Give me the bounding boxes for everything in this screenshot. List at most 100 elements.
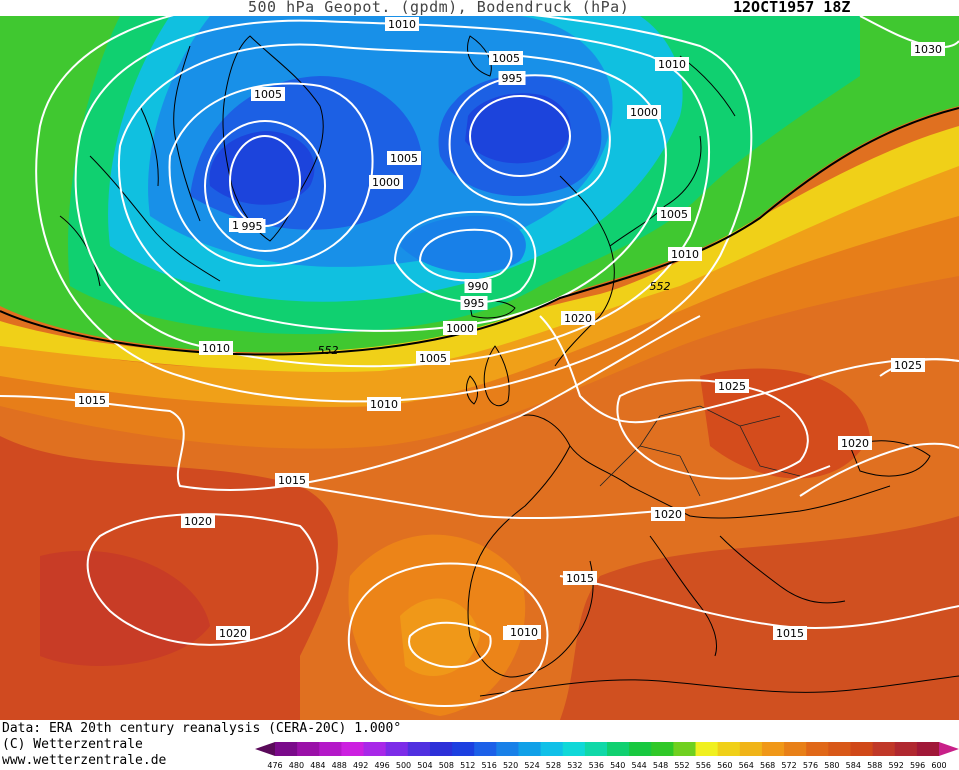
legend-swatch [872, 742, 896, 756]
legend-tick-label: 552 [674, 761, 689, 770]
legend-swatch [319, 742, 342, 756]
legend-tick-label: 500 [396, 761, 411, 770]
svg-text:1005: 1005 [492, 52, 520, 65]
isobar-label: 1020 [181, 514, 215, 528]
legend-tick-label: 520 [503, 761, 518, 770]
svg-text:1010: 1010 [510, 626, 538, 639]
legend-swatch [695, 742, 719, 756]
svg-text:1000: 1000 [372, 176, 400, 189]
isobar-label: 1005 [387, 151, 421, 165]
website: www.wetterzentrale.de [2, 753, 167, 768]
isobar-low-c [419, 228, 513, 282]
copyright: (C) Wetterzentrale [2, 737, 143, 752]
title-bar: 500 hPa Geopot. (gpdm), Bodendruck (hPa)… [0, 0, 959, 16]
svg-text:1005: 1005 [390, 152, 418, 165]
legend-arrow-right [939, 742, 959, 756]
svg-text:1015: 1015 [566, 572, 594, 585]
isobar-990-c [394, 210, 537, 304]
legend-tick-label: 596 [910, 761, 925, 770]
legend-tick-label: 532 [567, 761, 582, 770]
isobar-995-b [448, 74, 611, 206]
isobar-label: 1010 [655, 57, 689, 71]
isobar-label: 1010 [668, 247, 702, 261]
field-580-se [560, 516, 959, 720]
coast-british-isles [466, 345, 510, 406]
map-title: 500 hPa Geopot. (gpdm), Bodendruck (hPa) [248, 0, 630, 16]
legend-swatch [739, 742, 763, 756]
legend-swatch [673, 742, 697, 756]
coast-balkans [719, 535, 846, 604]
contour-552-label: 552 [318, 344, 339, 357]
isobar-1015-iberia [347, 562, 549, 707]
field-560-band [0, 126, 959, 372]
svg-text:1000: 1000 [446, 322, 474, 335]
isobar-label: 1010 [367, 397, 401, 411]
isobar-1000-main [117, 43, 667, 332]
isobar-label: 1000 [369, 175, 403, 189]
isobar-1010-iberia [408, 621, 492, 668]
map-date: 12OCT1957 18Z [733, 0, 851, 16]
coast-italy [649, 535, 717, 657]
isobar-1015-mid [299, 465, 831, 520]
weather-map: 1010 1005 995 1010 1000 1030 1005 1005 1000 995 10… [0, 16, 959, 720]
legend-swatch [850, 742, 874, 756]
legend-swatch [540, 742, 564, 756]
legend-swatch [894, 742, 918, 756]
isobar-label: 1020 [838, 436, 872, 450]
coast-blacksea [849, 440, 931, 477]
svg-text:1010: 1010 [388, 18, 416, 31]
legend-swatch [607, 742, 630, 756]
isobar-label: 1000 [627, 105, 661, 119]
color-legend: 476 480 484 488 492 496 500 504 508 512 516 520 524 5… [255, 742, 959, 770]
legend-swatch [584, 742, 608, 756]
map-canvas: 1010 1005 995 1010 1000 1030 1005 1005 1000 995 10… [0, 16, 959, 720]
isobar-label: 1005 [416, 351, 450, 365]
svg-text:1010: 1010 [202, 342, 230, 355]
isobar-label: 995 [238, 219, 266, 233]
legend-tick-label: 516 [482, 761, 497, 770]
isobar-label: 1025 [715, 379, 749, 393]
isobar-label: 1015 [75, 393, 109, 407]
legend-swatch [407, 742, 431, 756]
coast-europe [479, 414, 891, 557]
legend-tick-label: 576 [803, 761, 818, 770]
legend-swatch [297, 742, 320, 756]
svg-text:1010: 1010 [671, 248, 699, 261]
svg-text:1030: 1030 [914, 43, 942, 56]
legend-swatch [806, 742, 829, 756]
legend-tick-label: 572 [781, 761, 796, 770]
svg-text:995: 995 [502, 72, 523, 85]
svg-text:1005: 1005 [419, 352, 447, 365]
legend-tick-label: 540 [610, 761, 625, 770]
legend-tick-label: 480 [289, 761, 304, 770]
field-512-b [465, 93, 571, 164]
legend-swatch [341, 742, 365, 756]
legend-tick-label: 488 [332, 761, 347, 770]
isobar-label: 1020 [216, 626, 250, 640]
legend-swatch [496, 742, 519, 756]
isobar-label: 1005 [489, 51, 523, 65]
field-584-e [700, 368, 870, 479]
legend-tick-label: 476 [267, 761, 282, 770]
legend-swatch [916, 742, 940, 756]
svg-text:1020: 1020 [654, 508, 682, 521]
legend-tick-label: 496 [374, 761, 389, 770]
svg-text:995: 995 [464, 297, 485, 310]
isobar-low-a-995 [204, 120, 326, 252]
legend-swatch [429, 742, 453, 756]
data-source: Data: ERA 20th century reanalysis (CERA-… [2, 721, 402, 736]
svg-text:1010: 1010 [370, 398, 398, 411]
svg-text:1015: 1015 [78, 394, 106, 407]
legend-tick-label: 556 [696, 761, 711, 770]
isobar-low-b-inner [469, 95, 571, 177]
legend-tick-label: 592 [889, 761, 904, 770]
legend-tick-label: 504 [417, 761, 432, 770]
svg-text:1020: 1020 [184, 515, 212, 528]
legend-tick-label: 512 [460, 761, 475, 770]
legend-tick-label: 508 [439, 761, 454, 770]
isobar-1010-main [35, 16, 753, 403]
svg-text:1015: 1015 [776, 627, 804, 640]
isobar-label: 1020 [651, 507, 685, 521]
isobar-label: 1020 [561, 311, 595, 325]
legend-swatch [452, 742, 475, 756]
